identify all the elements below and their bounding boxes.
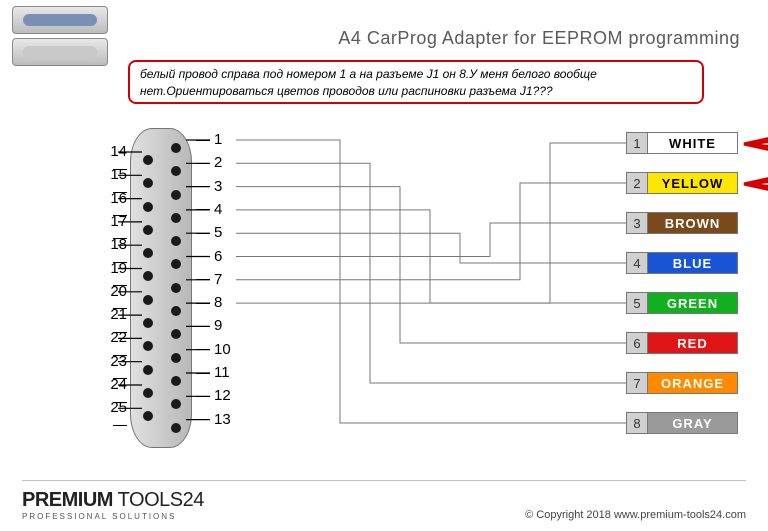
pin-dot [143, 341, 153, 351]
pin-dot [171, 399, 181, 409]
pin-dot [171, 190, 181, 200]
dest-number: 7 [626, 372, 648, 394]
pin-dot [171, 329, 181, 339]
dest-number: 6 [626, 332, 648, 354]
brand-subtitle: PROFESSIONAL SOLUTIONS [22, 512, 204, 521]
pin-label-13: 13 [196, 411, 231, 428]
pin-dot [143, 365, 153, 375]
dest-color-label: WHITE [648, 132, 738, 154]
dest-number: 2 [626, 172, 648, 194]
dest-number: 4 [626, 252, 648, 274]
copyright: © Copyright 2018 www.premium-tools24.com [525, 509, 746, 521]
pin-dot [143, 411, 153, 421]
db25-connector [130, 128, 192, 448]
dest-color-label: BROWN [648, 212, 738, 234]
dest-color-label: RED [648, 332, 738, 354]
pin-dot [143, 202, 153, 212]
pin-label-10: 10 [196, 341, 231, 358]
dest-white: 1WHITE [626, 132, 738, 154]
dest-color-label: ORANGE [648, 372, 738, 394]
pin-label-9: 9 [196, 317, 222, 334]
pin-dot [171, 283, 181, 293]
pin-dot [143, 155, 153, 165]
pin-dot [171, 259, 181, 269]
footer: PREMIUM TOOLS24 PROFESSIONAL SOLUTIONS ©… [22, 480, 746, 521]
pin-dot [171, 353, 181, 363]
pin-label-25: 25 [93, 399, 127, 433]
dest-number: 5 [626, 292, 648, 314]
dest-green: 5GREEN [626, 292, 738, 314]
pin-dot [171, 376, 181, 386]
dest-orange: 7ORANGE [626, 372, 738, 394]
highlight-arrow [740, 134, 768, 154]
pin-label-6: 6 [196, 248, 222, 265]
pin-label-5: 5 [196, 224, 222, 241]
pin-dot [143, 388, 153, 398]
pin-label-11: 11 [196, 364, 230, 381]
pin-label-7: 7 [196, 271, 222, 288]
pin-dot [171, 166, 181, 176]
pin-label-8: 8 [196, 294, 222, 311]
pin-dot [171, 306, 181, 316]
pin-dot [143, 295, 153, 305]
dest-yellow: 2YELLOW [626, 172, 738, 194]
pin-dot [171, 423, 181, 433]
pin-dot [143, 271, 153, 281]
dest-number: 3 [626, 212, 648, 234]
dest-color-label: YELLOW [648, 172, 738, 194]
connector-thumbnail-back [12, 38, 108, 66]
dest-number: 1 [626, 132, 648, 154]
dest-blue: 4BLUE [626, 252, 738, 274]
brand-logo: PREMIUM TOOLS24 PROFESSIONAL SOLUTIONS [22, 489, 204, 521]
connector-thumbnail-front [12, 6, 108, 34]
pin-label-2: 2 [196, 154, 222, 171]
pin-dot [171, 213, 181, 223]
dest-number: 8 [626, 412, 648, 434]
brand-bold: PREMIUM [22, 489, 113, 511]
dest-color-label: GREEN [648, 292, 738, 314]
pin-dot [143, 225, 153, 235]
dest-color-label: BLUE [648, 252, 738, 274]
pin-label-12: 12 [196, 387, 231, 404]
pin-dot [143, 178, 153, 188]
pin-dot [171, 143, 181, 153]
dest-gray: 8GRAY [626, 412, 738, 434]
dest-color-label: GRAY [648, 412, 738, 434]
dest-brown: 3BROWN [626, 212, 738, 234]
pin-dot [143, 318, 153, 328]
highlight-arrow [740, 174, 768, 194]
pin-label-3: 3 [196, 178, 222, 195]
dest-red: 6RED [626, 332, 738, 354]
pin-label-1: 1 [196, 131, 222, 148]
page-title: A4 CarProg Adapter for EEPROM programmin… [338, 28, 740, 49]
pin-label-4: 4 [196, 201, 222, 218]
pin-dot [143, 248, 153, 258]
brand-light: TOOLS24 [118, 489, 204, 511]
user-annotation: белый провод справа под номером 1 а на р… [128, 60, 704, 104]
pin-dot [171, 236, 181, 246]
